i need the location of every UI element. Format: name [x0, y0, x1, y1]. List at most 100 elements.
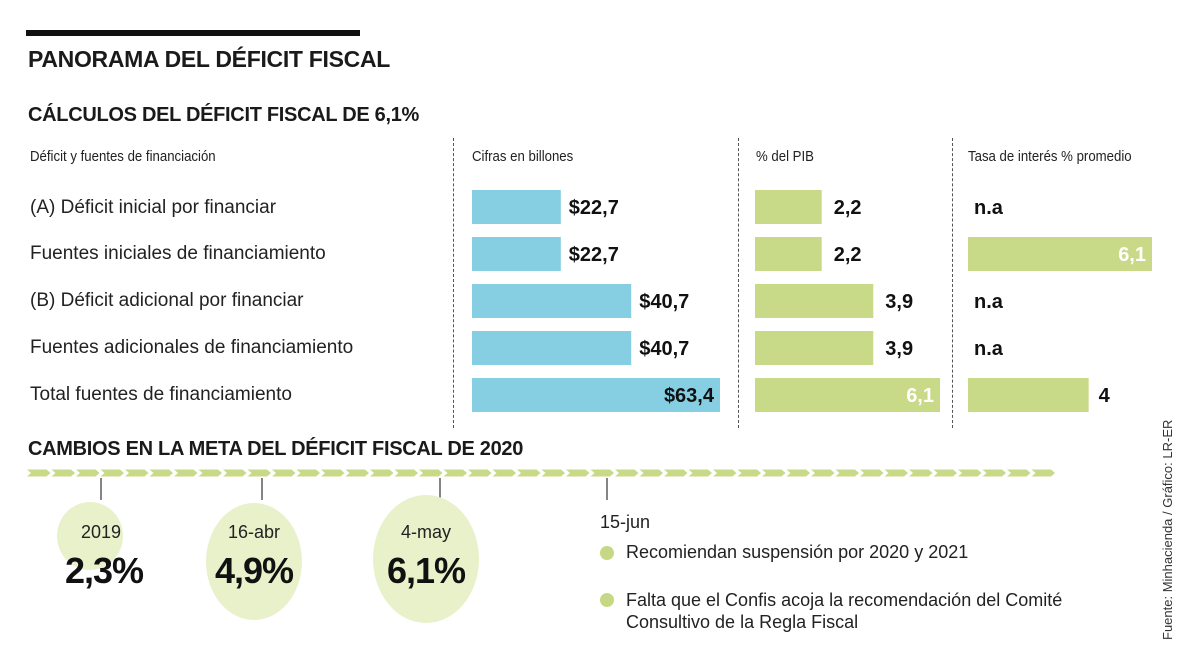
value-label-billones: $40,7 [639, 338, 689, 360]
top-rule [26, 30, 360, 36]
column-header-deficit: Déficit y fuentes de financiación [30, 148, 216, 165]
timeline-arrow-segment [76, 469, 100, 477]
timeline-arrow-segment [566, 469, 590, 477]
event-date: 2019 [80, 522, 122, 542]
timeline-arrow-segment [468, 469, 492, 477]
section-title-calculos: CÁLCULOS DEL DÉFICIT FISCAL DE 6,1% [28, 104, 420, 126]
row-label: Fuentes iniciales de financiamiento [30, 243, 326, 264]
row-label: (B) Déficit adicional por financiar [30, 290, 304, 311]
value-label-billones: $40,7 [639, 291, 689, 313]
timeline-arrow-segment [884, 469, 908, 477]
value-label-tasa: n.a [974, 338, 1004, 360]
bar-pib [755, 331, 874, 365]
timeline-arrow-segment [909, 469, 933, 477]
timeline-arrow-segment [860, 469, 884, 477]
value-label-tasa: n.a [974, 197, 1004, 219]
bar-pib [755, 378, 940, 412]
column-header-billones: Cifras en billones [472, 148, 574, 165]
timeline-arrow-segment [958, 469, 982, 477]
timeline-arrow-segment [27, 469, 51, 477]
timeline-arrow-segment [492, 469, 516, 477]
event-note: Recomiendan suspensión por 2020 y 2021 [626, 542, 969, 562]
event-value: 4,9% [214, 550, 294, 591]
event-value: 2,3% [64, 550, 144, 591]
timeline-arrow-segment [125, 469, 149, 477]
timeline-arrow-segment [247, 469, 271, 477]
value-label-tasa: n.a [974, 291, 1004, 313]
timeline-arrow-segment [713, 469, 737, 477]
timeline-arrow-segment [149, 469, 173, 477]
timeline-arrow-segment [394, 469, 418, 477]
timeline-arrow-segment [639, 469, 663, 477]
timeline-arrow-segment [590, 469, 614, 477]
value-label-billones: $22,7 [569, 197, 619, 219]
timeline-arrow-segment [51, 469, 75, 477]
timeline-arrow-segment [296, 469, 320, 477]
section-title-cambios: CAMBIOS EN LA META DEL DÉFICIT FISCAL DE… [28, 438, 524, 460]
timeline-arrow-segment [664, 469, 688, 477]
timeline-arrow-segment [982, 469, 1006, 477]
event-date: 16-abr [227, 522, 281, 542]
bar-pib [755, 237, 822, 271]
bar-billones [472, 237, 561, 271]
bar-pib [755, 190, 822, 224]
bullet-dot-icon [600, 593, 614, 607]
bar-billones [472, 378, 720, 412]
bubble-4-may [373, 495, 479, 623]
value-label-tasa: 6,1 [1118, 244, 1146, 266]
row-label: Total fuentes de financiamiento [30, 384, 292, 405]
event-note: Falta que el Confis acoja la recomendaci… [626, 590, 1063, 632]
bubble-2019 [57, 502, 123, 570]
value-label-billones: $22,7 [569, 244, 619, 266]
timeline-arrow-segment [835, 469, 859, 477]
bar-billones [472, 284, 632, 318]
timeline-arrow-segment [786, 469, 810, 477]
row-label: (A) Déficit inicial por financiar [30, 197, 277, 218]
timeline-arrow-segment [762, 469, 786, 477]
timeline-arrow-segment [419, 469, 443, 477]
value-label-pib: 2,2 [834, 244, 862, 266]
timeline-arrow-segment [615, 469, 639, 477]
page-title: PANORAMA DEL DÉFICIT FISCAL [28, 46, 391, 72]
bar-billones [472, 331, 632, 365]
timeline-arrow-segment [223, 469, 247, 477]
timeline-arrow-segment [272, 469, 296, 477]
timeline-arrow-segment [198, 469, 222, 477]
event-date: 4-may [400, 522, 451, 542]
timeline-arrow-segment [811, 469, 835, 477]
bar-tasa [968, 378, 1089, 412]
value-label-pib: 3,9 [885, 338, 913, 360]
timeline-arrow-segment [321, 469, 345, 477]
timeline-arrow-segment [933, 469, 957, 477]
bar-pib [755, 284, 874, 318]
value-label-pib: 3,9 [885, 291, 913, 313]
bullet-dot-icon [600, 546, 614, 560]
column-divider [453, 138, 454, 428]
column-header-pib: % del PIB [756, 148, 814, 165]
bar-tasa [968, 237, 1152, 271]
value-label-tasa: 4 [1099, 385, 1111, 407]
row-label: Fuentes adicionales de financiamiento [30, 337, 354, 358]
source-credit: Fuente: Minhacienda / Gráfico: LR-ER [1160, 419, 1175, 640]
value-label-billones: $63,4 [664, 385, 715, 407]
value-label-pib: 6,1 [906, 385, 934, 407]
bar-billones [472, 190, 561, 224]
bubble-16-abr [206, 503, 302, 620]
value-label-pib: 2,2 [834, 197, 862, 219]
timeline-arrow-segment [1031, 469, 1055, 477]
timeline-arrow-segment [737, 469, 761, 477]
column-header-tasa: Tasa de interés % promedio [968, 148, 1132, 165]
timeline-arrow-segment [541, 469, 565, 477]
timeline-arrow-segment [688, 469, 712, 477]
timeline-arrow-segment [174, 469, 198, 477]
timeline-arrow-segment [443, 469, 467, 477]
timeline-arrow-segment [345, 469, 369, 477]
column-divider [952, 138, 953, 428]
timeline-arrow-segment [517, 469, 541, 477]
timeline-arrow-segment [100, 469, 124, 477]
timeline-arrow-segment [1007, 469, 1031, 477]
event-date-15-jun: 15-jun [600, 512, 651, 532]
event-value: 6,1% [386, 550, 466, 591]
column-divider [738, 138, 739, 428]
